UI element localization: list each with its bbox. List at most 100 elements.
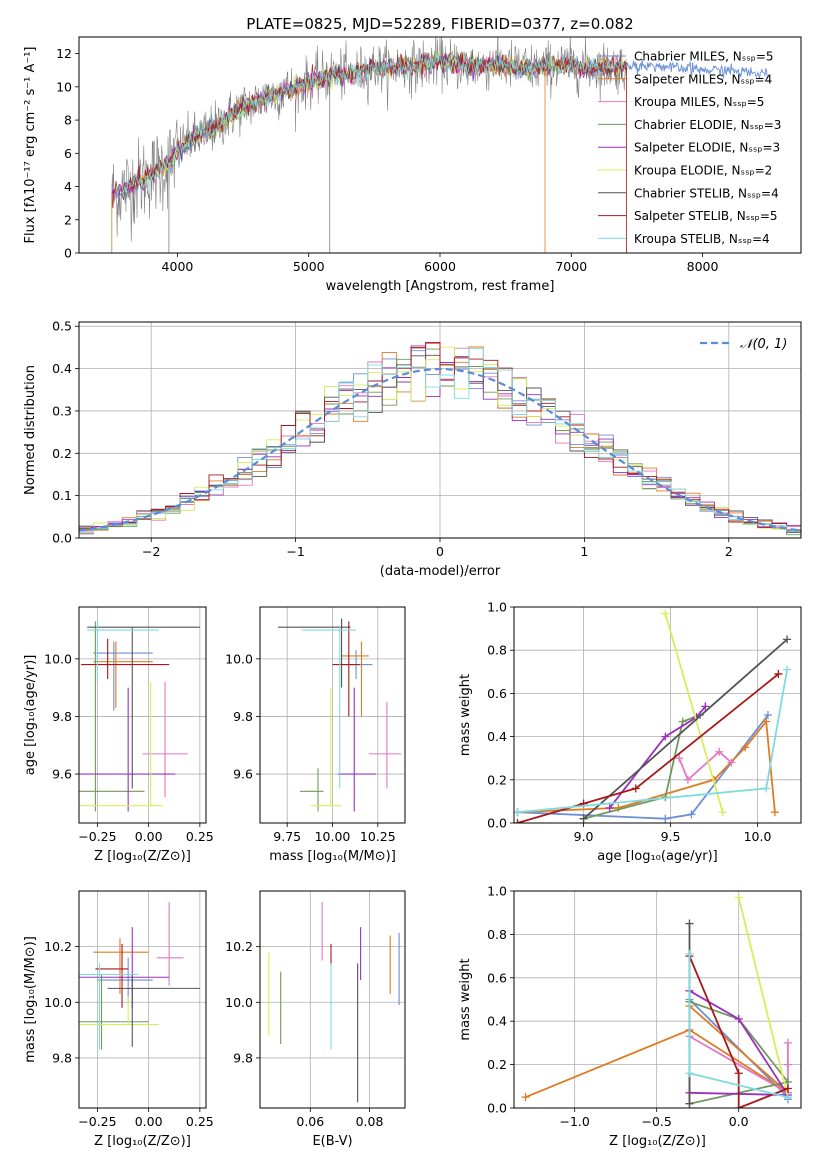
x-axis-label: (data-model)/error: [380, 564, 501, 579]
y-tick-label: 9.8: [52, 709, 72, 724]
y-tick-label: 1.0: [487, 884, 507, 899]
x-tick-label: −0.25: [78, 1114, 116, 1129]
model-spectrum-5: [131, 49, 624, 189]
plot-area: [514, 607, 801, 823]
x-tick-label: 0.25: [186, 829, 214, 844]
y-tick-label: 0.2: [52, 446, 72, 461]
x-tick-label: 5000: [293, 259, 325, 274]
legend-label: Kroupa MILES, Nₛₛₚ=5: [634, 95, 764, 109]
weight-marker: [774, 669, 783, 678]
y-tick-label: 10.2: [225, 939, 253, 954]
y-tick-label: 0.6: [487, 686, 507, 701]
panel-age-vs-mass: 9.75 10.00 10.25 9.6 9.8 10.0 mass [log₁₀(M/M⊙…: [225, 606, 406, 864]
residuals-legend: 𝒩(0, 1): [700, 337, 787, 352]
panel-spectrum: 4000 5000 6000 7000 8000 0 2 4 6 8 10 12 wavelength …: [23, 36, 802, 294]
y-tick-label: 10.2: [44, 939, 72, 954]
x-tick-label: 9.0: [574, 829, 594, 844]
x-tick-label: 0.08: [356, 1114, 384, 1129]
x-tick-label: 0.00: [135, 1114, 163, 1129]
y-tick-label: 6: [64, 146, 72, 161]
y-tick-label: 0.8: [487, 643, 507, 658]
x-tick-label: −0.5: [642, 1114, 672, 1129]
weight-marker: [727, 758, 736, 767]
histogram-8: [79, 347, 801, 538]
weight-marker: [685, 949, 694, 958]
x-tick-label: 1: [580, 544, 588, 559]
y-tick-label: 9.8: [52, 1050, 72, 1065]
weight-line-6: [583, 638, 788, 820]
weight-marker: [783, 1084, 792, 1093]
x-tick-label: 10.00: [315, 829, 351, 844]
x-tick-label: 7000: [555, 259, 587, 274]
x-tick-label: 0: [436, 544, 444, 559]
legend-label: Salpeter MILES, Nₛₛₚ=4: [634, 72, 772, 86]
y-tick-label: 0.6: [487, 970, 507, 985]
weight-marker: [783, 1093, 792, 1102]
legend-label: 𝒩(0, 1): [740, 337, 787, 352]
y-tick-label: 9.8: [233, 709, 253, 724]
x-tick-label: −1: [286, 544, 304, 559]
weight-marker: [783, 1060, 792, 1069]
y-tick-label: 0.5: [52, 319, 72, 334]
weight-line-2: [678, 750, 732, 782]
x-tick-label: 10.25: [360, 829, 396, 844]
weight-marker: [734, 1015, 743, 1024]
axes-frame: [259, 606, 406, 824]
y-tick-label: 10.0: [225, 995, 253, 1010]
y-tick-label: 0.0: [487, 1101, 507, 1116]
legend-label: Chabrier MILES, Nₛₛₚ=5: [634, 50, 774, 64]
x-axis-label: age [log₁₀(age/yr)]: [597, 849, 718, 864]
x-axis-label: wavelength [Angstrom, rest frame]: [326, 279, 555, 294]
normal-curve: [79, 367, 801, 532]
y-tick-label: 0.2: [487, 1057, 507, 1072]
weight-marker: [685, 919, 694, 928]
x-tick-label: 9.75: [273, 829, 301, 844]
x-tick-label: 0.0: [729, 1114, 749, 1129]
legend-label: Salpeter ELODIE, Nₛₛₚ=3: [634, 141, 780, 155]
x-tick-label: 10.0: [744, 829, 772, 844]
x-axis-label: mass [log₁₀(M/M⊙)]: [269, 849, 396, 864]
weight-marker: [741, 743, 750, 752]
y-axis-label: mass weight: [458, 958, 473, 1040]
y-tick-label: 10.0: [44, 995, 72, 1010]
weight-line-1: [517, 719, 776, 814]
weight-line-5: [737, 897, 789, 1098]
y-tick-label: 2: [64, 212, 72, 227]
x-tick-label: 6000: [424, 259, 456, 274]
y-axis-label: mass weight: [458, 674, 473, 756]
y-tick-label: 0.2: [487, 772, 507, 787]
axes-frame: [78, 890, 207, 1109]
plot-area: [111, 37, 769, 253]
weight-marker: [685, 1099, 694, 1108]
weight-line-3: [583, 714, 701, 820]
axes-frame: [513, 606, 802, 824]
y-tick-label: 0.3: [52, 403, 72, 418]
weight-line-8: [517, 669, 788, 814]
y-tick-label: 0.8: [487, 927, 507, 942]
x-tick-label: 0.06: [296, 1114, 324, 1129]
weight-marker: [718, 808, 727, 817]
panel-weight-vs-Z: −1.0 −0.5 0.0 0.0 0.2 0.4 0.6 0.8 1.0 Z [log₁₀(Z/…: [458, 884, 802, 1149]
weight-line-5: [664, 613, 724, 813]
axes-frame: [78, 36, 802, 254]
y-axis-label: Normed distribution: [23, 365, 38, 495]
plot-area: [260, 607, 405, 823]
x-tick-label: 0.25: [186, 1114, 214, 1129]
legend-label: Salpeter STELIB, Nₛₛₚ=5: [634, 209, 778, 223]
plot-area: [79, 891, 206, 1108]
axes-frame: [78, 321, 802, 539]
y-tick-label: 0.4: [52, 361, 72, 376]
y-axis-label: age [log₁₀(age/yr)]: [23, 655, 38, 776]
panel-mass-vs-Z: −0.25 0.00 0.25 9.8 10.0 10.2 Z [log₁₀(Z/Z⊙)] m…: [23, 890, 214, 1149]
weight-line-7: [688, 955, 789, 1108]
weight-marker: [783, 665, 792, 674]
x-tick-label: 0.00: [135, 829, 163, 844]
axes-frame: [78, 606, 207, 824]
weight-marker: [514, 819, 522, 823]
weight-marker: [661, 609, 670, 618]
x-tick-label: −2: [142, 544, 160, 559]
weight-line-7: [517, 673, 779, 823]
weight-marker: [675, 754, 684, 763]
panel-weight-vs-age: 9.0 9.5 10.0 0.0 0.2 0.4 0.6 0.8 1.0 age [log₁₀(a…: [458, 600, 802, 864]
